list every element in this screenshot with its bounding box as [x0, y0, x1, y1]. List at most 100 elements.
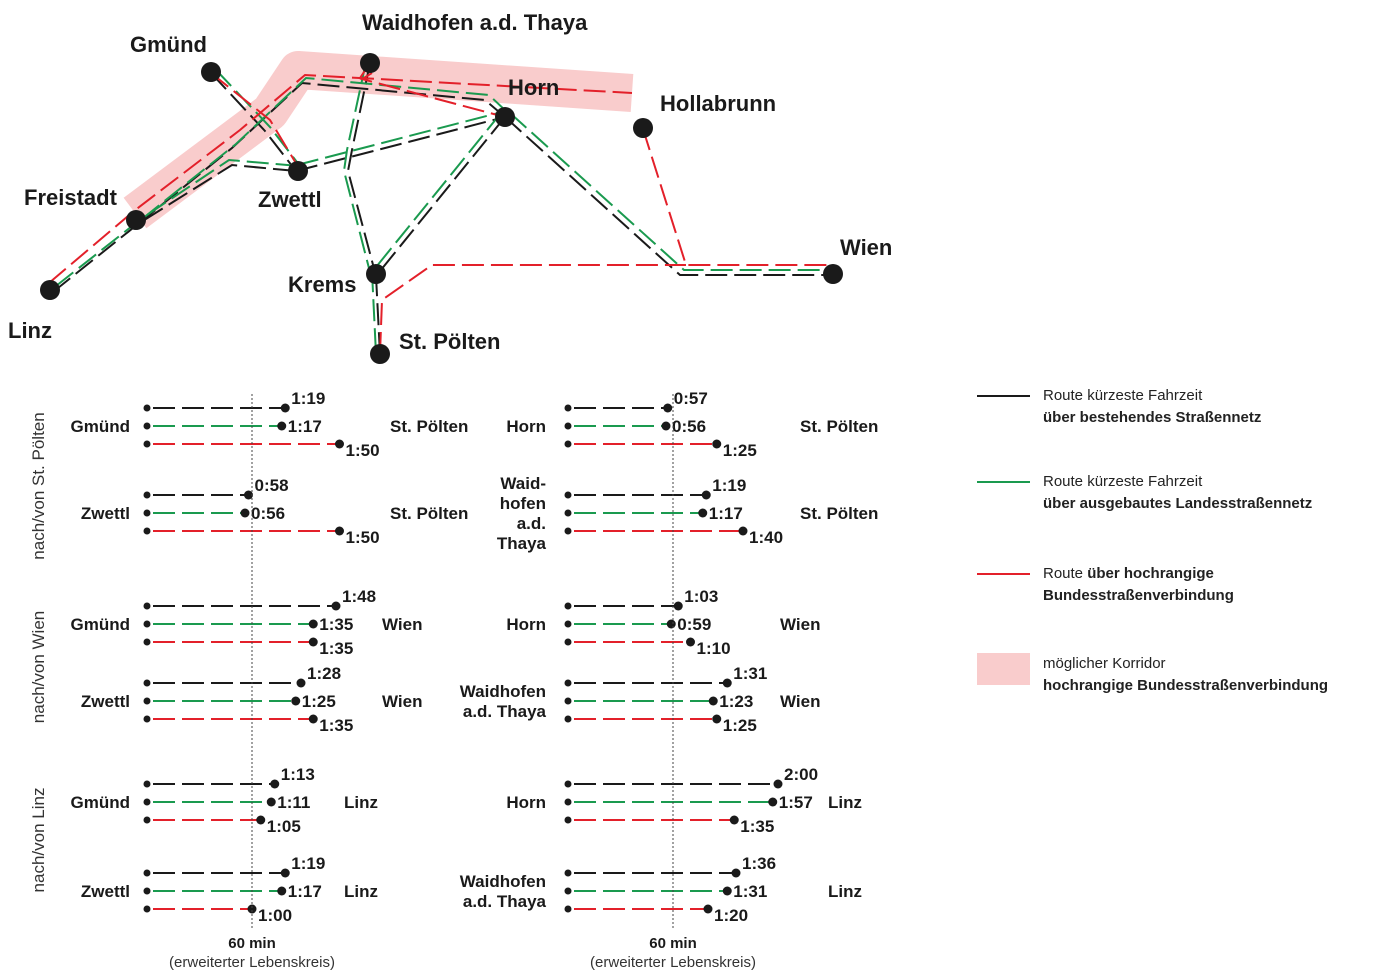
city-label-horn: Horn — [508, 75, 559, 100]
travel-time-label: 0:59 — [677, 615, 711, 634]
travel-time-label: 1:23 — [719, 692, 753, 711]
travel-time-label: 1:25 — [723, 716, 757, 735]
bar-start-dot — [564, 422, 572, 430]
bar-end-dot — [280, 403, 290, 413]
travel-row: 1:13 1:11 1:05 Gmünd Linz — [71, 765, 379, 836]
travel-time-label: 1:25 — [302, 692, 336, 711]
origin-label: a.d. Thaya — [463, 892, 547, 911]
destination-label: St. Pölten — [800, 504, 878, 523]
bar-end-dot — [240, 508, 250, 518]
travel-time-label: 1:19 — [291, 854, 325, 873]
origin-label: Thaya — [497, 534, 547, 553]
group-labels: nach/von St. Pölten nach/von Wien nach/von… — [29, 412, 48, 892]
travel-time-label: 1:17 — [288, 882, 322, 901]
bar-end-dot — [308, 714, 318, 724]
bar-end-dot — [256, 815, 266, 825]
bar-end-dot — [698, 508, 708, 518]
bar-start-dot — [564, 780, 572, 788]
legend-expanded-line2: über ausgebautes Landesstraßennetz — [1043, 495, 1313, 512]
bar-end-dot — [661, 421, 671, 431]
city-dot-horn — [495, 107, 515, 127]
route-expanded-network — [55, 61, 833, 355]
bar-start-dot — [143, 404, 151, 412]
bar-end-dot — [738, 526, 748, 536]
bar-end-dot — [773, 779, 783, 789]
travel-time-label: 1:25 — [723, 441, 757, 460]
origin-label: Zwettl — [81, 504, 130, 523]
bar-end-dot — [331, 601, 341, 611]
legend-federal-line1-plain: Route — [1043, 565, 1088, 582]
legend-item-expanded: Route kürzeste Fahrzeit über ausgebautes… — [975, 471, 1370, 531]
bar-end-dot — [335, 439, 344, 449]
bar-end-dot — [701, 490, 711, 500]
travel-time-label: 1:35 — [319, 615, 353, 634]
travel-row: 2:00 1:57 1:35 Horn Linz — [506, 765, 862, 836]
bar-start-dot — [143, 491, 151, 499]
bar-start-dot — [564, 715, 572, 723]
travel-time-label: 1:05 — [267, 817, 301, 836]
travel-time-label: 1:10 — [697, 639, 731, 658]
city-label-hollabrunn: Hollabrunn — [660, 91, 776, 116]
travel-time-label: 1:11 — [277, 793, 310, 812]
bar-start-dot — [564, 527, 572, 535]
city-dot-freistadt — [126, 210, 146, 230]
city-dot-gmuend — [201, 62, 221, 82]
bar-end-dot — [308, 637, 318, 647]
travel-row: 0:58 0:56 1:50 Zwettl St. Pölten — [81, 476, 469, 547]
bar-start-dot — [143, 905, 151, 913]
travel-time-label: 1:36 — [742, 854, 776, 873]
legend-corridor-line1: möglicher Korridor — [1043, 655, 1166, 672]
bar-end-dot — [722, 678, 732, 688]
travel-time-label: 1:00 — [258, 906, 292, 925]
bar-start-dot — [564, 697, 572, 705]
bar-end-dot — [296, 678, 306, 688]
travel-time-label: 0:56 — [672, 417, 706, 436]
origin-label: Gmünd — [71, 793, 131, 812]
origin-label: Gmünd — [71, 417, 131, 436]
bar-end-dot — [291, 696, 301, 706]
bar-end-dot — [708, 696, 718, 706]
bar-start-dot — [564, 905, 572, 913]
city-dot-stpoelten — [370, 344, 390, 364]
city-dots — [40, 53, 843, 364]
origin-label: Zwettl — [81, 692, 130, 711]
reference-label: 60 min — [228, 935, 276, 952]
travel-time-label: 1:20 — [714, 906, 748, 925]
city-dot-wien — [823, 264, 843, 284]
bar-end-dot — [335, 526, 344, 536]
origin-label: Horn — [506, 615, 546, 634]
destination-label: Linz — [828, 793, 862, 812]
travel-time-label: 1:35 — [740, 817, 774, 836]
bar-start-dot — [564, 491, 572, 499]
bar-end-dot — [686, 637, 695, 647]
bar-start-dot — [564, 638, 572, 646]
bar-end-dot — [270, 779, 280, 789]
reference-sublabel: (erweiterter Lebenskreis) — [590, 954, 756, 971]
legend-swatch-green — [977, 481, 1030, 483]
bar-end-dot — [673, 601, 683, 611]
bar-start-dot — [143, 679, 151, 687]
city-dot-hollabrunn — [633, 118, 653, 138]
bar-end-dot — [244, 490, 253, 500]
bar-start-dot — [143, 509, 151, 517]
city-dot-linz — [40, 280, 60, 300]
legend-existing-line1: Route kürzeste Fahrzeit — [1043, 387, 1203, 404]
bar-start-dot — [143, 780, 151, 788]
travel-time-label: 1:48 — [342, 587, 376, 606]
legend-item-existing: Route kürzeste Fahrzeit über bestehendes… — [975, 385, 1370, 445]
city-label-waidhofen: Waidhofen a.d. Thaya — [362, 10, 588, 35]
bar-start-dot — [564, 887, 572, 895]
bar-start-dot — [143, 816, 151, 824]
bar-start-dot — [143, 440, 151, 448]
bar-end-dot — [712, 714, 722, 724]
bar-end-dot — [731, 868, 741, 878]
group-label: nach/von Wien — [29, 611, 48, 723]
travel-time-label: 1:40 — [749, 528, 783, 547]
travel-row: 1:03 0:59 1:10 Horn Wien — [506, 587, 820, 658]
city-label-linz: Linz — [8, 318, 52, 343]
bar-end-dot — [266, 797, 276, 807]
bar-end-dot — [666, 619, 676, 629]
bar-start-dot — [143, 527, 151, 535]
route-map: Gmünd Waidhofen a.d. Thaya Horn Hollabru… — [8, 10, 892, 364]
origin-label: hofen — [500, 494, 546, 513]
